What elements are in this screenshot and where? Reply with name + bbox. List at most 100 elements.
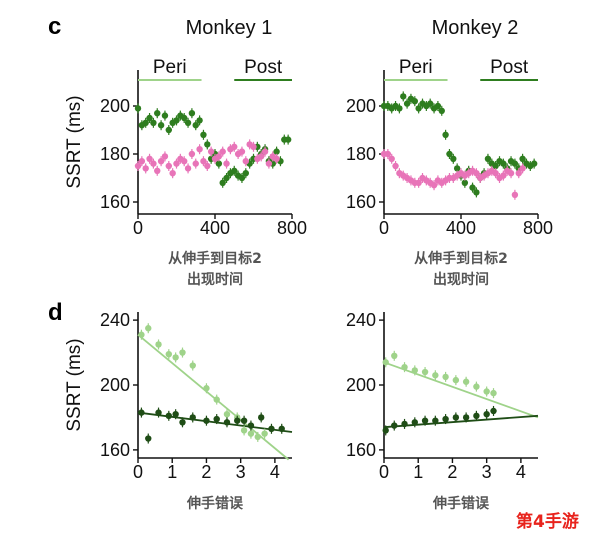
data-point — [411, 419, 418, 426]
data-point — [242, 158, 249, 165]
data-point — [179, 419, 186, 426]
data-point — [421, 417, 429, 424]
y-tick-label: 180 — [100, 144, 130, 164]
data-point — [492, 162, 499, 170]
x-axis-label: 伸手错误 — [432, 495, 490, 512]
data-point — [138, 409, 145, 416]
data-point — [530, 160, 538, 167]
data-point — [240, 427, 248, 434]
data-point — [188, 150, 196, 158]
data-point — [219, 148, 226, 155]
data-point — [442, 373, 449, 381]
data-point — [207, 148, 215, 155]
y-tick-label: 180 — [346, 144, 376, 164]
x-tick-label: 3 — [236, 462, 246, 482]
y-tick-label: 200 — [346, 96, 376, 116]
data-point — [519, 155, 526, 162]
chart-c-monkey2: 160 180 200 0 400 800 Monkey 2 从伸手到目标2 出现时间 Peri P… — [346, 17, 553, 288]
data-point — [192, 160, 199, 167]
data-point — [238, 148, 246, 155]
chart-title: Monkey 2 — [432, 17, 519, 39]
data-point — [242, 170, 249, 177]
data-point — [483, 388, 490, 395]
data-point — [490, 407, 497, 415]
fit-line — [137, 411, 293, 433]
data-point — [200, 131, 207, 138]
data-point — [142, 119, 149, 127]
y-tick-label: 160 — [100, 440, 130, 460]
data-point — [421, 368, 429, 376]
data-point — [138, 331, 145, 338]
data-point — [219, 179, 226, 186]
y-tick-label: 200 — [100, 375, 130, 395]
data-point — [165, 162, 172, 170]
y-tick-label: 200 — [346, 375, 376, 395]
data-point — [450, 155, 457, 162]
panel-letter-d: d — [48, 299, 63, 326]
chart-d-monkey2: 160 200 240 0 1 2 3 4 伸手错误 — [346, 310, 539, 512]
data-point — [500, 172, 507, 179]
data-point — [161, 112, 169, 119]
data-point — [238, 174, 246, 182]
data-point — [278, 425, 285, 432]
data-point — [150, 119, 157, 127]
data-point — [401, 363, 408, 371]
data-point — [446, 150, 453, 158]
data-point — [483, 411, 490, 418]
data-point — [173, 117, 180, 124]
x-tick-label: 0 — [133, 218, 143, 238]
data-point — [427, 100, 434, 107]
data-point — [250, 143, 257, 150]
y-tick-label: 200 — [100, 96, 130, 116]
data-point — [462, 378, 470, 385]
data-point — [511, 160, 519, 167]
panel-letter-c: c — [48, 13, 61, 40]
data-point — [184, 119, 192, 127]
data-point — [261, 430, 268, 437]
data-point — [231, 143, 238, 150]
data-point — [157, 158, 165, 165]
data-point — [146, 114, 153, 122]
x-axis-label: 从伸手到目标2 — [414, 250, 508, 267]
data-point — [240, 417, 248, 424]
x-tick-label: 3 — [482, 462, 492, 482]
data-point — [142, 165, 149, 172]
data-point — [484, 155, 492, 162]
data-point — [392, 162, 399, 170]
data-point — [134, 105, 142, 112]
watermark-logo: 第4手游 — [516, 511, 579, 532]
data-point — [169, 170, 176, 177]
x-tick-label: 1 — [167, 462, 177, 482]
data-point — [432, 372, 439, 379]
data-point — [401, 420, 408, 428]
y-axis-label: SSRT (ms) — [64, 95, 85, 188]
data-point — [415, 105, 422, 112]
chart-d-monkey1: 160 200 240 0 1 2 3 4 SSRT (ms) 伸手错误 — [64, 310, 293, 512]
data-point — [145, 435, 152, 442]
data-point — [519, 165, 526, 172]
data-point — [231, 167, 238, 174]
data-point — [492, 170, 499, 177]
fit-line — [137, 334, 290, 461]
y-tick-label: 160 — [346, 192, 376, 212]
data-point — [469, 184, 476, 191]
data-point — [234, 417, 241, 424]
data-point — [155, 409, 162, 416]
x-axis-label: 出现时间 — [433, 271, 489, 288]
data-point — [215, 153, 223, 160]
data-point — [189, 414, 196, 421]
y-tick-label: 160 — [346, 440, 376, 460]
data-point — [204, 162, 211, 170]
data-point — [473, 170, 480, 177]
data-point — [391, 422, 398, 429]
x-tick-label: 0 — [379, 218, 389, 238]
data-point — [223, 419, 231, 426]
data-point — [192, 122, 199, 129]
data-point — [188, 110, 196, 117]
data-point — [134, 162, 142, 170]
data-point — [415, 179, 422, 186]
chart-c-monkey1: 160 180 200 0 400 800 Monkey 1 SSRT (ms) 从伸手到目标2… — [64, 17, 307, 288]
data-point — [511, 191, 519, 198]
x-tick-label: 0 — [133, 462, 143, 482]
data-point — [181, 114, 188, 122]
